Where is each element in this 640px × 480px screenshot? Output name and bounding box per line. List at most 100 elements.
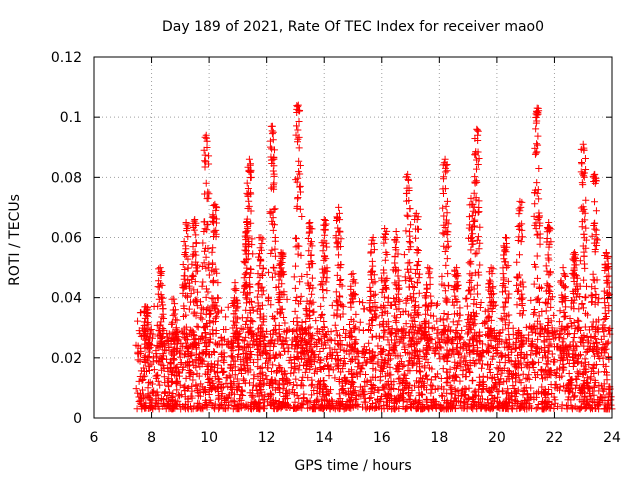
data-point bbox=[348, 380, 356, 388]
data-point bbox=[180, 302, 188, 310]
data-point bbox=[592, 328, 600, 336]
data-point bbox=[534, 110, 542, 118]
data-point bbox=[333, 243, 341, 251]
data-point bbox=[460, 391, 468, 399]
data-point bbox=[443, 357, 451, 365]
data-point bbox=[486, 405, 494, 413]
data-point bbox=[440, 321, 448, 329]
data-point bbox=[367, 307, 375, 315]
data-point bbox=[196, 354, 204, 362]
data-point bbox=[557, 277, 565, 285]
data-point bbox=[334, 397, 342, 405]
data-point bbox=[259, 337, 267, 345]
data-point bbox=[256, 364, 264, 372]
data-point bbox=[337, 261, 345, 269]
data-point bbox=[230, 390, 238, 398]
data-point bbox=[467, 194, 475, 202]
data-point bbox=[280, 313, 288, 321]
data-point bbox=[181, 249, 189, 257]
data-point bbox=[179, 330, 187, 338]
x-tick-label: 14 bbox=[315, 430, 333, 446]
data-point bbox=[535, 358, 543, 366]
data-point bbox=[540, 338, 548, 346]
data-point bbox=[248, 317, 256, 325]
data-point bbox=[296, 361, 304, 369]
data-point bbox=[580, 377, 588, 385]
data-point bbox=[219, 383, 227, 391]
data-point bbox=[304, 234, 312, 242]
data-point bbox=[582, 348, 590, 356]
data-point bbox=[354, 359, 362, 367]
data-point bbox=[206, 317, 214, 325]
data-point bbox=[327, 386, 335, 394]
data-point bbox=[315, 404, 323, 412]
data-point bbox=[209, 259, 217, 267]
data-point bbox=[578, 158, 586, 166]
data-point bbox=[423, 396, 431, 404]
data-point bbox=[438, 383, 446, 391]
data-point bbox=[467, 226, 475, 234]
data-point bbox=[296, 326, 304, 334]
data-point bbox=[182, 323, 190, 331]
data-point bbox=[603, 279, 611, 287]
data-point bbox=[308, 380, 316, 388]
data-point bbox=[172, 326, 180, 334]
data-point bbox=[569, 269, 577, 277]
data-point bbox=[212, 206, 220, 214]
data-point bbox=[366, 283, 374, 291]
data-point bbox=[184, 276, 192, 284]
data-point bbox=[475, 203, 483, 211]
data-point bbox=[176, 349, 184, 357]
data-point bbox=[360, 398, 368, 406]
data-point bbox=[245, 167, 253, 175]
data-point bbox=[439, 204, 447, 212]
data-point bbox=[321, 338, 329, 346]
data-point bbox=[442, 161, 450, 169]
data-point bbox=[319, 345, 327, 353]
data-point bbox=[334, 355, 342, 363]
data-point bbox=[410, 313, 418, 321]
data-point bbox=[295, 107, 303, 115]
data-point bbox=[537, 325, 545, 333]
data-point bbox=[449, 400, 457, 408]
x-tick-label: 10 bbox=[200, 430, 218, 446]
data-point bbox=[294, 101, 302, 109]
data-point bbox=[269, 226, 277, 234]
data-point bbox=[145, 353, 153, 361]
data-point bbox=[249, 393, 257, 401]
data-point bbox=[247, 219, 255, 227]
data-point bbox=[473, 156, 481, 164]
data-point bbox=[192, 231, 200, 239]
data-point bbox=[291, 398, 299, 406]
data-point bbox=[516, 343, 524, 351]
data-point bbox=[271, 400, 279, 408]
data-point bbox=[439, 185, 447, 193]
data-point bbox=[247, 297, 255, 305]
data-point bbox=[320, 324, 328, 332]
data-point bbox=[501, 359, 509, 367]
data-point bbox=[367, 394, 375, 402]
data-point bbox=[352, 336, 360, 344]
data-point bbox=[183, 336, 191, 344]
data-point bbox=[404, 390, 412, 398]
data-point bbox=[280, 392, 288, 400]
data-point bbox=[351, 387, 359, 395]
data-point bbox=[567, 303, 575, 311]
data-point bbox=[555, 318, 563, 326]
data-point bbox=[500, 276, 508, 284]
data-point bbox=[466, 320, 474, 328]
x-tick-labels: 6 8 10 12 14 16 18 20 22 24 bbox=[90, 430, 621, 446]
data-point bbox=[544, 315, 552, 323]
data-point bbox=[246, 168, 254, 176]
data-point bbox=[535, 283, 543, 291]
data-point bbox=[504, 294, 512, 302]
data-point bbox=[551, 384, 559, 392]
data-point bbox=[378, 405, 386, 413]
data-point bbox=[391, 259, 399, 267]
data-point bbox=[427, 302, 435, 310]
data-point bbox=[305, 324, 313, 332]
data-point bbox=[177, 359, 185, 367]
data-point bbox=[603, 255, 611, 263]
data-point bbox=[312, 317, 320, 325]
data-point bbox=[205, 399, 213, 407]
